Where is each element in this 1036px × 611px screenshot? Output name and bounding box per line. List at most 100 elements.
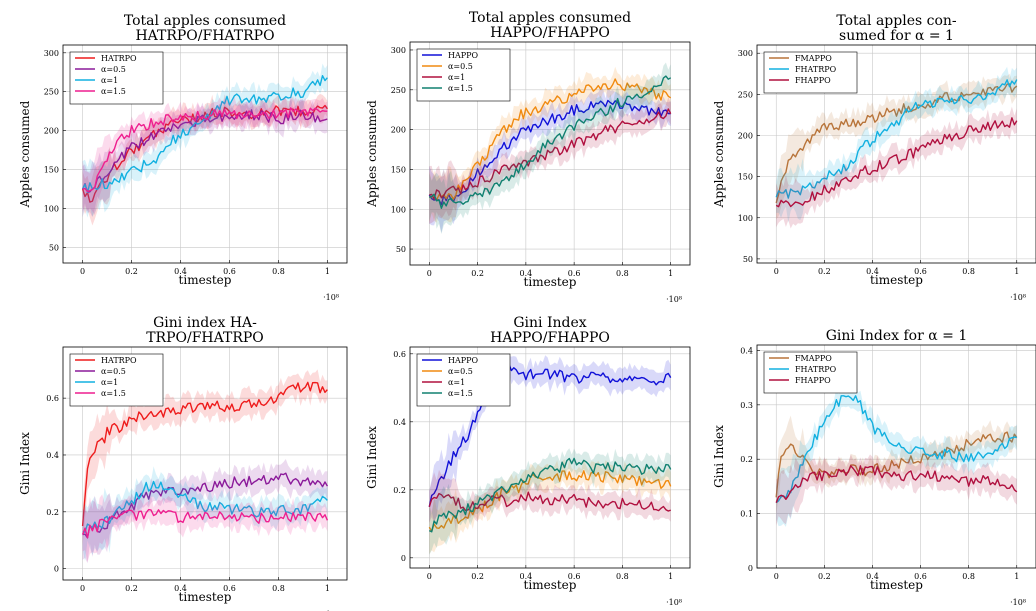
y-tick-label: 300 — [44, 49, 59, 58]
x-tick-label: 0.8 — [616, 572, 629, 581]
series-line — [775, 431, 1018, 498]
y-tick-label: 150 — [44, 166, 59, 175]
x-tick-label: 1 — [1014, 572, 1019, 581]
series-band — [82, 493, 328, 563]
y-tick-label: 50 — [743, 255, 753, 264]
x-tick-label: 0.8 — [962, 267, 975, 276]
legend-box — [69, 51, 164, 105]
x-tick-label: 0.2 — [125, 267, 138, 276]
series-line — [82, 107, 328, 193]
y-tick-label: 0 — [54, 565, 59, 574]
x-tick-label: 0.2 — [471, 572, 484, 581]
plot-area — [775, 66, 1018, 229]
y-tick-label: 300 — [738, 49, 753, 58]
axes-frame — [756, 44, 1036, 264]
x-tick-label: 0.6 — [914, 267, 927, 276]
chart-title: TRPO/FHATRPO — [146, 330, 264, 346]
x-tick-label: 0.2 — [818, 267, 831, 276]
legend-label: α=1 — [101, 76, 118, 85]
y-tick-label: 50 — [49, 243, 59, 252]
x-tick-label: 0.8 — [616, 269, 629, 278]
series-band — [776, 73, 1017, 220]
y-tick-label: 200 — [738, 131, 753, 140]
series-band — [82, 459, 328, 564]
y-axis-label: Apples consumed — [365, 100, 379, 208]
series-band — [82, 93, 328, 226]
chart-title: sumed for α = 1 — [839, 28, 954, 44]
x-tick-label: 0.6 — [914, 572, 927, 581]
plot-area — [428, 355, 672, 555]
legend-label: FHATRPO — [795, 365, 837, 374]
x-tick-label: 0.6 — [568, 269, 581, 278]
x-tick-label: 0.4 — [174, 584, 187, 593]
chart-title: Total apples consumed — [469, 10, 631, 26]
series-band — [429, 66, 671, 224]
y-tick-label: 0.6 — [46, 394, 59, 403]
y-tick-label: 0.4 — [393, 418, 406, 427]
y-tick-label: 100 — [44, 205, 59, 214]
y-tick-label: 0.2 — [393, 486, 406, 495]
y-tick-label: 150 — [391, 165, 406, 174]
legend-box — [763, 351, 858, 394]
series-line — [775, 117, 1018, 208]
legend-label: α=1 — [101, 378, 118, 387]
legend: HAPPO α=0.5 α=1 α=1.5 — [416, 353, 511, 407]
y-axis-label: Apples consumed — [712, 100, 726, 208]
x-axis-label: timestep — [870, 273, 923, 287]
series-band — [429, 459, 671, 554]
legend-label: α=0.5 — [101, 367, 126, 376]
axes-frame — [756, 344, 1036, 569]
y-axis-label: Gini Index — [18, 432, 32, 495]
grid — [757, 45, 1036, 263]
x-tick-label: 0 — [427, 269, 432, 278]
series-band — [776, 454, 1017, 526]
series-line — [429, 75, 672, 209]
y-tick-label: 200 — [391, 126, 406, 135]
legend-label: FHAPPO — [795, 376, 831, 385]
chart-title: Gini Index — [513, 315, 586, 331]
chart-panel-6: 0 0.2 0.4 0.6 0.8 1 0 0.1 0.2 0.3 0.4 FMAPPO FHATRPO… — [712, 328, 1036, 607]
y-tick-label: 0.3 — [740, 401, 753, 410]
y-axis-label: Apples consumed — [18, 100, 32, 208]
legend-label: α=1.5 — [448, 84, 473, 93]
series-line — [775, 83, 1018, 204]
x-tick-label: 0.8 — [962, 572, 975, 581]
x-tick-label: 1 — [1014, 267, 1019, 276]
plot-area — [81, 63, 328, 226]
axes-frame — [62, 346, 348, 581]
legend-label: α=1.5 — [101, 389, 126, 398]
x-tick-label: 1 — [325, 584, 330, 593]
y-tick-label: 0 — [401, 554, 406, 563]
x-tick-label: 0.6 — [223, 584, 236, 593]
chart-title: HAPPO/FHAPPO — [490, 25, 610, 41]
legend-label: FHAPPO — [795, 76, 831, 85]
x-tick-label: 1 — [668, 572, 673, 581]
legend-label: HATRPO — [101, 356, 137, 365]
x-tick-label: 0.4 — [174, 267, 187, 276]
y-tick-label: 0.6 — [393, 350, 406, 359]
legend-box — [69, 353, 164, 407]
series-band — [429, 97, 671, 224]
x-multiplier: ·10⁸ — [323, 293, 339, 302]
y-tick-label: 250 — [738, 90, 753, 99]
series-band — [82, 369, 328, 546]
x-tick-label: 0.6 — [568, 572, 581, 581]
series-band — [429, 448, 671, 555]
series-line — [81, 104, 328, 203]
chart-panel-3: 0 0.2 0.4 0.6 0.8 150100150200250300FMAPPOFHA… — [712, 13, 1036, 302]
x-multiplier: ·10⁸ — [666, 598, 682, 607]
plot-area — [81, 369, 329, 564]
y-tick-label: 200 — [44, 127, 59, 136]
series-line — [428, 457, 672, 533]
x-tick-label: 1 — [325, 267, 330, 276]
series-band — [776, 106, 1017, 229]
chart-title: Gini Index for α = 1 — [826, 328, 968, 344]
y-tick-label: 300 — [391, 46, 406, 55]
x-axis-label: timestep — [179, 273, 232, 287]
x-multiplier: ·10⁸ — [1010, 293, 1026, 302]
series-line — [82, 472, 329, 539]
series-line — [428, 470, 672, 532]
legend-label: HAPPO — [448, 51, 479, 60]
legend-label: FMAPPO — [795, 54, 832, 63]
series-line — [775, 395, 1017, 504]
